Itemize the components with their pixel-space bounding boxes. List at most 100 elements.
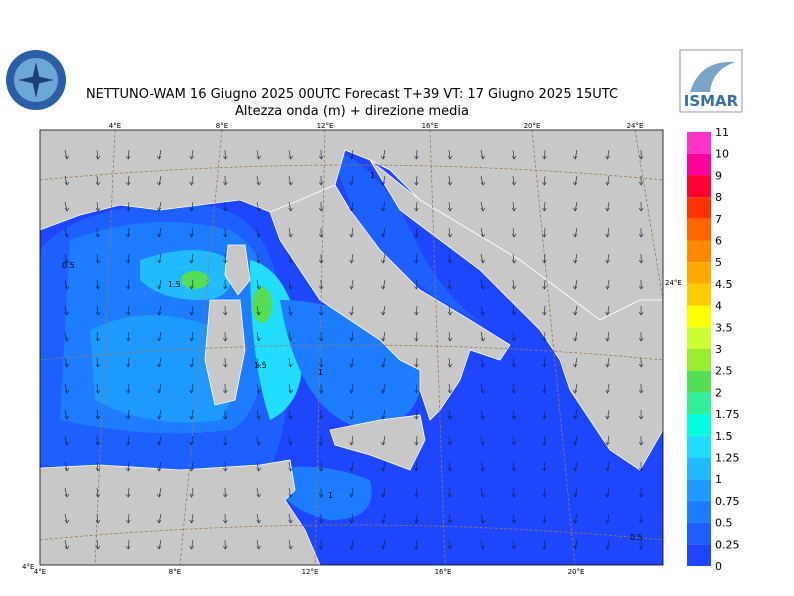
arrow [480, 461, 486, 472]
colorbar-band [687, 370, 711, 393]
arrow [572, 487, 578, 498]
arrow [380, 253, 386, 264]
arrow [125, 383, 131, 394]
arrow [223, 227, 228, 238]
arrow [605, 357, 610, 368]
arrow [605, 253, 610, 264]
top-label: 12°E [317, 122, 334, 130]
arrow [288, 383, 293, 394]
arrow [380, 149, 386, 160]
arrow [95, 383, 101, 394]
land-sicily [329, 414, 426, 471]
arrow [64, 201, 70, 212]
arrow [288, 305, 293, 316]
arrow [572, 253, 578, 264]
arrow [572, 149, 578, 160]
colorbar-label: 0 [715, 560, 722, 573]
land-italy [269, 184, 511, 421]
arrow [95, 253, 101, 264]
arrow [256, 201, 262, 212]
arrow [125, 409, 131, 420]
arrow [156, 435, 162, 446]
colorbar-band [687, 414, 711, 436]
arrow [572, 227, 578, 238]
right-label: 24°E [665, 279, 682, 287]
colorbar-label: 10 [715, 148, 729, 161]
arrow [380, 435, 386, 446]
colorbar-label: 11 [715, 126, 729, 139]
top-label: 4°E [109, 122, 121, 130]
arrow [256, 487, 262, 498]
arrow [511, 435, 517, 446]
colorbar-band [687, 305, 711, 328]
arrow [380, 409, 386, 420]
arrow [414, 227, 419, 238]
colorbar-band [687, 153, 711, 176]
arrow [256, 227, 262, 238]
arrow [511, 253, 517, 264]
arrow [380, 357, 386, 368]
arrow [189, 279, 194, 290]
arrow [447, 539, 453, 550]
arrow [572, 539, 578, 550]
arrow [256, 305, 262, 316]
arrow [189, 409, 194, 420]
bottom-label: 8°E [169, 568, 181, 576]
arrow [380, 383, 386, 394]
arrow [542, 227, 547, 238]
colorbar: 11 10 9 8 7 6 5 4.5 4 3.5 3 2.5 2 1.75 1.5 1.25 1 0.75 0.5… [687, 126, 740, 573]
axis-labels: 24°E 4°E 4°E 8°E 12°E 16°E 20°E 24°E 4°E 8°E 12°… [22, 122, 682, 576]
arrow [318, 331, 324, 342]
arrow [318, 305, 324, 316]
colorbar-band [687, 457, 711, 480]
arrow [95, 305, 101, 316]
arrow [95, 279, 101, 290]
arrow [288, 253, 293, 264]
arrow [189, 305, 194, 316]
colorbar-band [687, 175, 711, 198]
arrow [189, 175, 194, 186]
arrow [64, 305, 70, 316]
arrow [223, 305, 228, 316]
arrow [349, 461, 354, 472]
arrow [447, 383, 453, 394]
arrow [223, 253, 228, 264]
colorbar-label: 1 [715, 473, 722, 486]
arrow [256, 513, 262, 524]
arrow [414, 513, 419, 524]
arrow [480, 305, 486, 316]
arrow [288, 227, 293, 238]
arrow [156, 409, 162, 420]
arrow [223, 487, 228, 498]
arrow [125, 357, 131, 368]
bottom-label: 20°E [568, 568, 585, 576]
arrow [223, 149, 228, 160]
arrow [447, 175, 453, 186]
arrow [447, 331, 453, 342]
arrow [318, 201, 324, 212]
land-corsica [224, 244, 251, 296]
colorbar-band [687, 218, 711, 241]
arrow [572, 357, 578, 368]
arrow [95, 227, 101, 238]
arrow [638, 279, 644, 290]
arrow [318, 539, 324, 550]
arrow [125, 305, 131, 316]
arrow [380, 305, 386, 316]
arrow [156, 331, 162, 342]
colorbar-band [687, 500, 711, 523]
arrow [511, 513, 517, 524]
arrow [414, 539, 419, 550]
arrow [318, 227, 324, 238]
colorbar-band [687, 240, 711, 263]
arrow [542, 487, 547, 498]
arrow [95, 357, 101, 368]
arrow [349, 227, 354, 238]
arrow [380, 201, 386, 212]
arrow [572, 305, 578, 316]
arrow [380, 331, 386, 342]
arrow [125, 227, 131, 238]
arrow [64, 175, 70, 186]
arrow [156, 175, 162, 186]
colorbar-label: 1.75 [715, 408, 740, 421]
